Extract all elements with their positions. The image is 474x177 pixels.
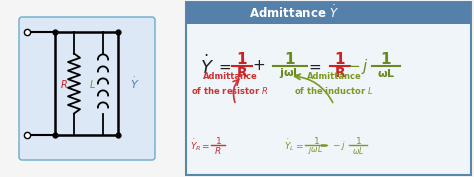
Text: $\mathbf{R}$: $\mathbf{R}$ [236, 66, 248, 80]
Text: $\mathbf{1}$: $\mathbf{1}$ [380, 51, 392, 67]
FancyBboxPatch shape [186, 2, 471, 24]
Text: $=$: $=$ [306, 59, 322, 73]
Text: Admittance $\dot{Y}$: Admittance $\dot{Y}$ [249, 5, 339, 21]
Text: $R$: $R$ [60, 78, 68, 90]
Text: $\mathbf{1}$: $\mathbf{1}$ [284, 51, 296, 67]
Text: $\mathbf{R}$: $\mathbf{R}$ [334, 66, 346, 80]
Text: $1$: $1$ [312, 135, 319, 145]
Text: $\mathbf{1}$: $\mathbf{1}$ [334, 51, 346, 67]
Text: $-\,j$: $-\,j$ [347, 56, 369, 76]
Text: $L$: $L$ [89, 78, 95, 90]
Text: $1$: $1$ [355, 135, 362, 145]
Text: $\omega L$: $\omega L$ [352, 144, 364, 156]
Text: $1$: $1$ [215, 135, 221, 145]
Text: $=\,-j$: $=\,-j$ [318, 138, 346, 152]
Text: $\dot{Y}_R=$: $\dot{Y}_R=$ [190, 137, 210, 153]
Text: $j\omega L$: $j\omega L$ [309, 144, 324, 156]
Text: $=$: $=$ [216, 59, 232, 73]
Text: $\dot{Y}$: $\dot{Y}$ [200, 54, 214, 78]
Text: $R$: $R$ [214, 144, 222, 156]
Text: Admittance
of the resistor $R$: Admittance of the resistor $R$ [191, 72, 269, 96]
Text: $\mathbf{j\omega L}$: $\mathbf{j\omega L}$ [279, 66, 301, 80]
Text: $\dot{Y}$: $\dot{Y}$ [130, 76, 139, 91]
Text: $\mathbf{\omega L}$: $\mathbf{\omega L}$ [377, 67, 395, 79]
Text: $+$: $+$ [253, 59, 265, 73]
Text: $\mathbf{1}$: $\mathbf{1}$ [236, 51, 248, 67]
FancyBboxPatch shape [19, 17, 155, 160]
Text: $\dot{Y}_L=$: $\dot{Y}_L=$ [284, 137, 304, 153]
FancyBboxPatch shape [186, 2, 471, 175]
Text: Admittance
of the inductor $L$: Admittance of the inductor $L$ [294, 72, 374, 96]
